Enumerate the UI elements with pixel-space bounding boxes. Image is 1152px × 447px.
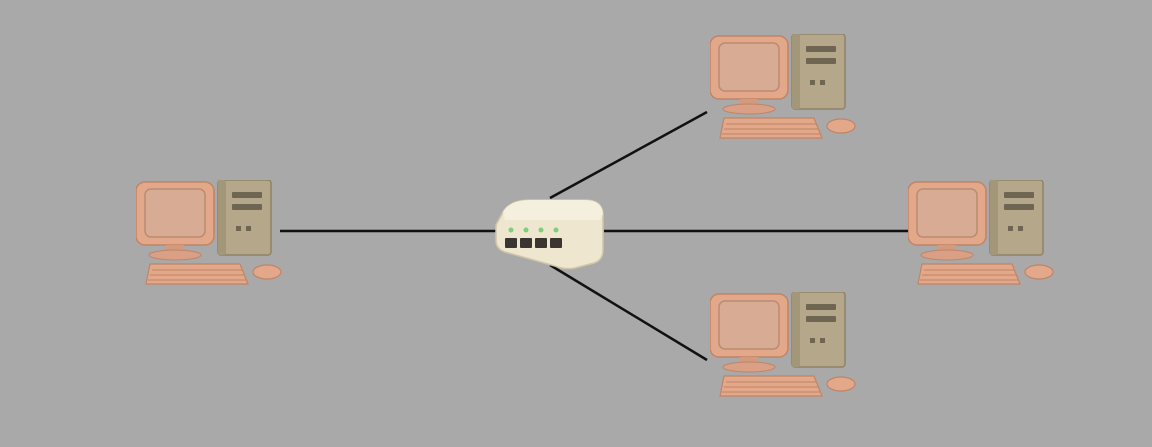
computer-top-right bbox=[710, 34, 856, 139]
computer-left bbox=[136, 180, 282, 285]
switch-led-lights bbox=[508, 227, 559, 233]
network-links bbox=[280, 110, 908, 362]
link-bottom-right bbox=[549, 263, 708, 362]
switch-ports bbox=[505, 238, 562, 248]
link-top-right bbox=[549, 110, 708, 200]
computer-right bbox=[908, 180, 1054, 285]
computer-bottom-right bbox=[710, 292, 856, 397]
network-switch bbox=[495, 199, 604, 270]
